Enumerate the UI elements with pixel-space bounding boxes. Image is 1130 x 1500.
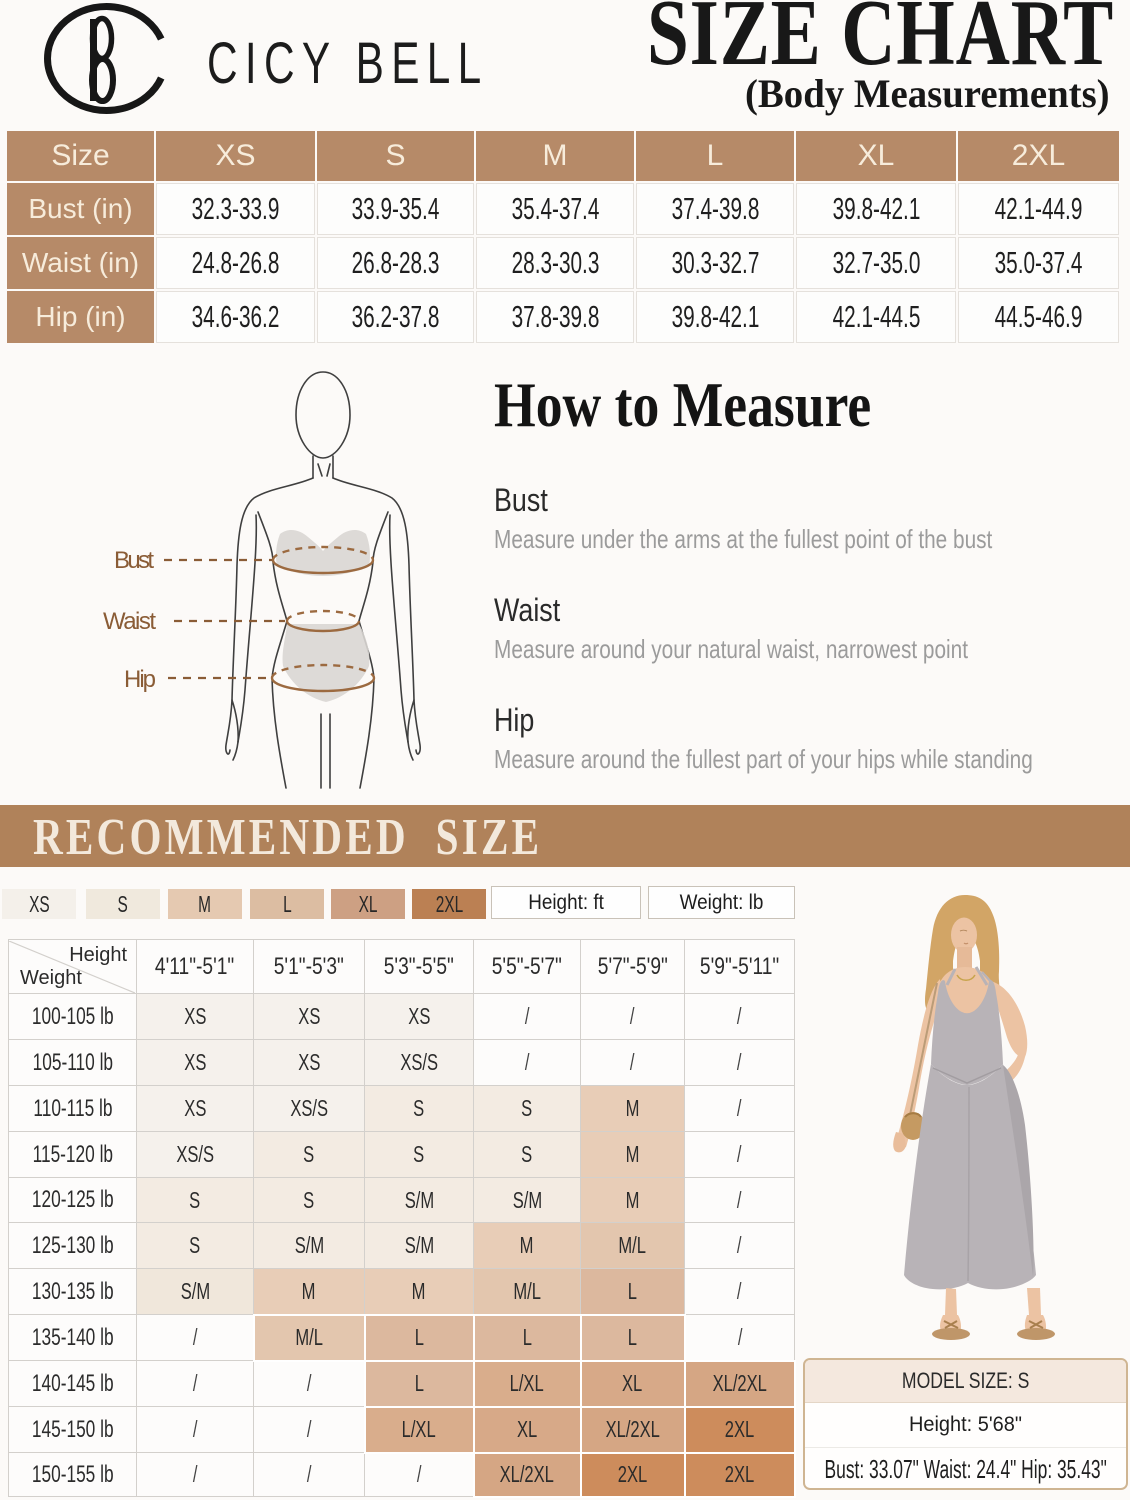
svg-text:Bust: Bust	[114, 547, 154, 574]
svg-text:Waist: Waist	[103, 608, 156, 635]
svg-text:Hip: Hip	[124, 666, 156, 693]
